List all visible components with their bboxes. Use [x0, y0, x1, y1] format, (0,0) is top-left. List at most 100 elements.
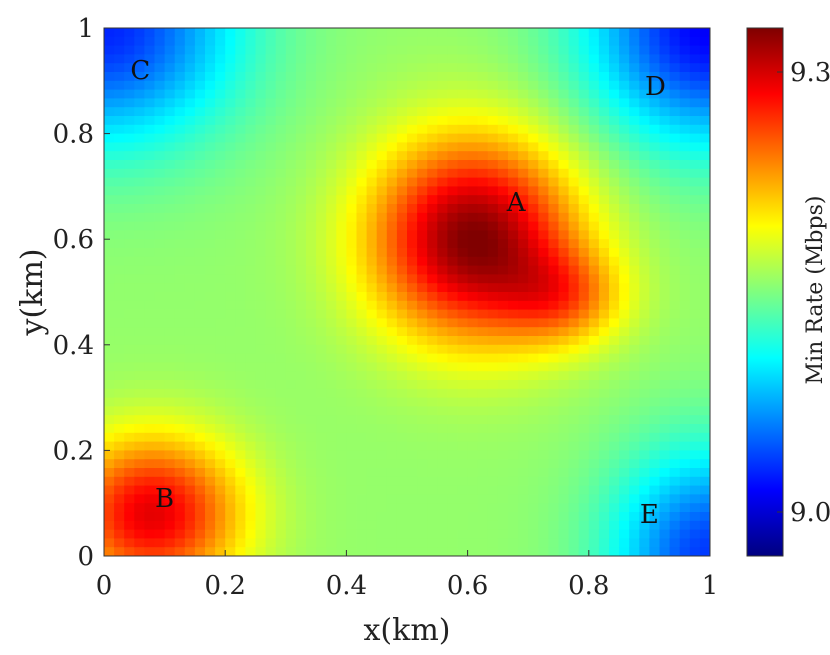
heatmap-cell — [407, 450, 418, 460]
heatmap-cell — [437, 520, 448, 531]
heatmap-cell — [649, 520, 661, 531]
heatmap-cell — [427, 300, 438, 311]
heatmap-cell — [649, 45, 661, 55]
heatmap-cell — [447, 107, 459, 117]
heatmap-cell — [255, 283, 267, 293]
heatmap-cell — [568, 142, 580, 152]
heatmap-cell — [619, 309, 630, 319]
heatmap-cell — [154, 318, 166, 328]
heatmap-cell — [699, 476, 710, 487]
heatmap-cell — [114, 450, 125, 460]
heatmap-cell — [376, 344, 388, 355]
heatmap-cell — [568, 309, 580, 319]
heatmap-cell — [689, 362, 701, 372]
heatmap-cell — [326, 424, 337, 434]
heatmap-cell — [528, 327, 539, 337]
heatmap-cell — [508, 80, 519, 91]
heatmap-cell — [477, 283, 489, 293]
heatmap-cell — [386, 98, 398, 108]
heatmap-cell — [699, 397, 710, 407]
heatmap-cell — [659, 353, 671, 363]
heatmap-cell — [629, 318, 640, 328]
heatmap-cell — [619, 63, 630, 73]
heatmap-cell — [215, 248, 226, 258]
heatmap-cell — [497, 503, 509, 513]
heatmap-cell — [225, 520, 236, 531]
heatmap-cell — [245, 485, 257, 495]
heatmap-cell — [346, 371, 358, 381]
heatmap-cell — [336, 406, 347, 416]
heatmap-cell — [457, 248, 469, 258]
heatmap-cell — [609, 512, 620, 522]
heatmap-cell — [598, 36, 610, 47]
heatmap-cell — [699, 503, 710, 513]
heatmap-cell — [386, 89, 398, 99]
heatmap-cell — [629, 36, 640, 47]
heatmap-cell — [164, 168, 176, 179]
heatmap-cell — [265, 327, 277, 337]
heatmap-cell — [194, 380, 206, 390]
heatmap-cell — [518, 89, 529, 99]
heatmap-cell — [215, 300, 226, 311]
heatmap-cell — [477, 520, 489, 531]
heatmap-cell — [619, 142, 630, 152]
heatmap-cell — [164, 221, 176, 231]
heatmap-cell — [679, 204, 691, 214]
heatmap-cell — [114, 133, 125, 143]
heatmap-cell — [518, 107, 529, 117]
heatmap-cell — [225, 538, 236, 548]
heatmap-cell — [164, 309, 176, 319]
heatmap-cell — [598, 283, 610, 293]
heatmap-cell — [316, 177, 327, 187]
heatmap-cell — [447, 142, 459, 152]
heatmap-cell — [194, 292, 206, 302]
heatmap-cell — [407, 186, 418, 196]
heatmap-cell — [689, 300, 701, 311]
heatmap-cell — [568, 36, 580, 47]
heatmap-cell — [245, 397, 257, 407]
heatmap-cell — [609, 177, 620, 187]
heatmap-cell — [316, 274, 327, 284]
heatmap-cell — [114, 485, 125, 495]
heatmap-cell — [376, 142, 388, 152]
heatmap-cell — [568, 318, 580, 328]
heatmap-cell — [457, 177, 469, 187]
heatmap-cell — [447, 45, 459, 55]
heatmap-cell — [548, 415, 560, 425]
heatmap-cell — [609, 54, 620, 64]
heatmap-cell — [669, 485, 681, 495]
heatmap-cell — [528, 512, 539, 522]
heatmap-cell — [467, 177, 479, 187]
heatmap-cell — [154, 353, 166, 363]
heatmap-cell — [366, 300, 378, 311]
heatmap-cell — [144, 494, 156, 504]
heatmap-cell — [528, 388, 539, 399]
heatmap-cell — [235, 547, 246, 556]
heatmap-cell — [316, 503, 327, 513]
heatmap-cell — [558, 441, 570, 451]
heatmap-cell — [245, 239, 257, 249]
heatmap-cell — [457, 256, 469, 267]
heatmap-cell — [316, 80, 327, 91]
heatmap-cell — [245, 476, 257, 487]
heatmap-cell — [609, 327, 620, 337]
heatmap-cell — [124, 221, 135, 231]
heatmap-cell — [144, 388, 156, 399]
heatmap-cell — [346, 28, 358, 38]
heatmap-cell — [568, 107, 580, 117]
heatmap-cell — [528, 397, 539, 407]
heatmap-cell — [356, 239, 368, 249]
heatmap-cell — [396, 371, 408, 381]
heatmap-cell — [386, 397, 398, 407]
heatmap-cell — [245, 468, 257, 478]
heatmap-cell — [265, 142, 277, 152]
heatmap-cell — [124, 107, 135, 117]
heatmap-cell — [174, 476, 186, 487]
heatmap-cell — [487, 230, 499, 240]
heatmap-cell — [154, 300, 166, 311]
heatmap-cell — [306, 300, 317, 311]
heatmap-cell — [528, 441, 539, 451]
y-axis-label: y(km) — [15, 249, 50, 337]
heatmap-cell — [144, 547, 156, 556]
heatmap-cell — [568, 344, 580, 355]
